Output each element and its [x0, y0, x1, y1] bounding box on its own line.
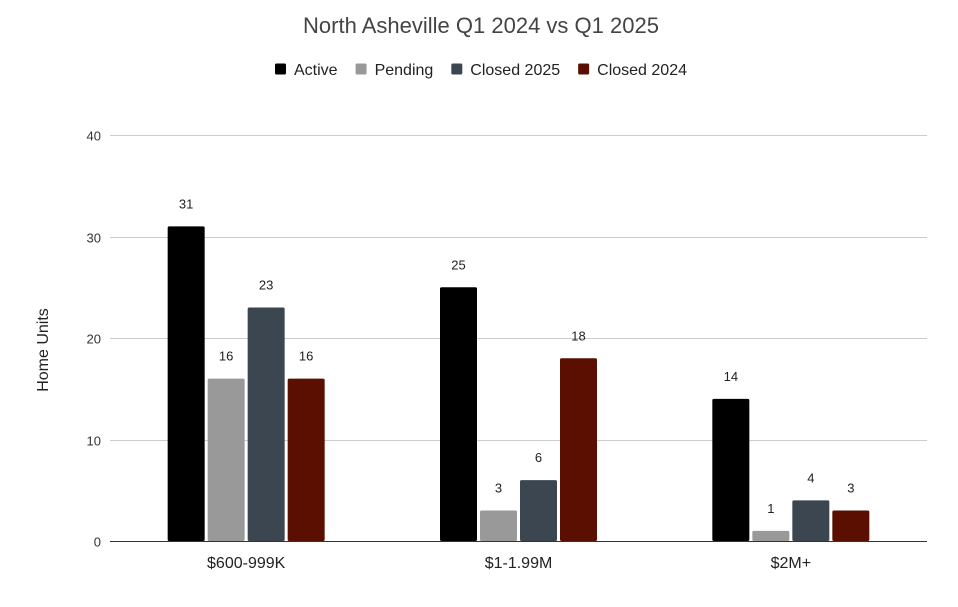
bar-closed-2024-1-1-99m	[560, 358, 597, 541]
legend: Active Pending Closed 2025 Closed 2024	[275, 62, 687, 79]
x-tick-label-1-1-99m: $1-1.99M	[485, 555, 553, 572]
bar-pending-600-999k	[207, 378, 245, 541]
bar-active-2m	[712, 398, 750, 541]
legend-swatch-closed-2025	[451, 63, 463, 75]
value-label-closed-2025-2m: 4	[807, 470, 814, 485]
y-tick-label-20: 20	[87, 332, 101, 347]
bar-closed-2025-600-999k	[247, 307, 285, 541]
legend-label-pending: Pending	[375, 62, 434, 79]
y-tick-label-0: 0	[94, 535, 101, 550]
legend-item-closed-2024: Closed 2024	[578, 62, 687, 79]
legend-label-active: Active	[294, 62, 338, 79]
legend-label-closed-2025: Closed 2025	[470, 62, 560, 79]
bar-closed-2025-2m	[792, 500, 830, 541]
y-tick-label-30: 30	[87, 231, 101, 246]
value-label-pending-2m: 1	[767, 501, 774, 516]
y-axis-label: Home Units	[35, 308, 52, 392]
y-tick-label-40: 40	[87, 129, 101, 144]
x-tick-label-600-999k: $600-999K	[207, 555, 286, 572]
x-tick-label-2m: $2M+	[771, 555, 811, 572]
legend-item-active: Active	[275, 62, 338, 79]
value-label-closed-2024-2m: 3	[847, 481, 854, 496]
bar-closed-2025-1-1-99m	[520, 480, 557, 541]
value-label-pending-1-1-99m: 3	[495, 481, 502, 496]
value-label-active-1-1-99m: 25	[451, 257, 465, 272]
bar-active-1-1-99m	[440, 287, 477, 541]
legend-swatch-closed-2024	[578, 63, 590, 75]
y-tick-label-10: 10	[87, 434, 101, 449]
bar-closed-2024-2m	[832, 510, 870, 541]
bars	[167, 226, 870, 541]
value-label-active-2m: 14	[724, 369, 738, 384]
value-label-closed-2025-1-1-99m: 6	[535, 450, 542, 465]
value-label-active-600-999k: 31	[179, 196, 193, 211]
value-label-closed-2025-600-999k: 23	[259, 278, 273, 293]
bar-pending-1-1-99m	[480, 510, 517, 541]
y-axis-ticks: 0 10 20 30 40	[87, 129, 101, 550]
value-label-closed-2024-600-999k: 16	[299, 349, 313, 364]
chart-title: North Asheville Q1 2024 vs Q1 2025	[303, 13, 659, 38]
value-label-pending-600-999k: 16	[219, 349, 233, 364]
legend-swatch-pending	[355, 63, 367, 75]
gridlines	[110, 135, 927, 441]
x-axis-categories: $600-999K $1-1.99M $2M+	[207, 555, 811, 572]
legend-label-closed-2024: Closed 2024	[597, 62, 687, 79]
bar-pending-2m	[752, 530, 790, 541]
legend-swatch-active	[275, 63, 287, 75]
legend-item-pending: Pending	[355, 62, 434, 79]
bar-active-600-999k	[167, 226, 205, 541]
value-label-closed-2024-1-1-99m: 18	[571, 328, 585, 343]
legend-item-closed-2025: Closed 2025	[451, 62, 560, 79]
bar-closed-2024-600-999k	[287, 378, 325, 541]
